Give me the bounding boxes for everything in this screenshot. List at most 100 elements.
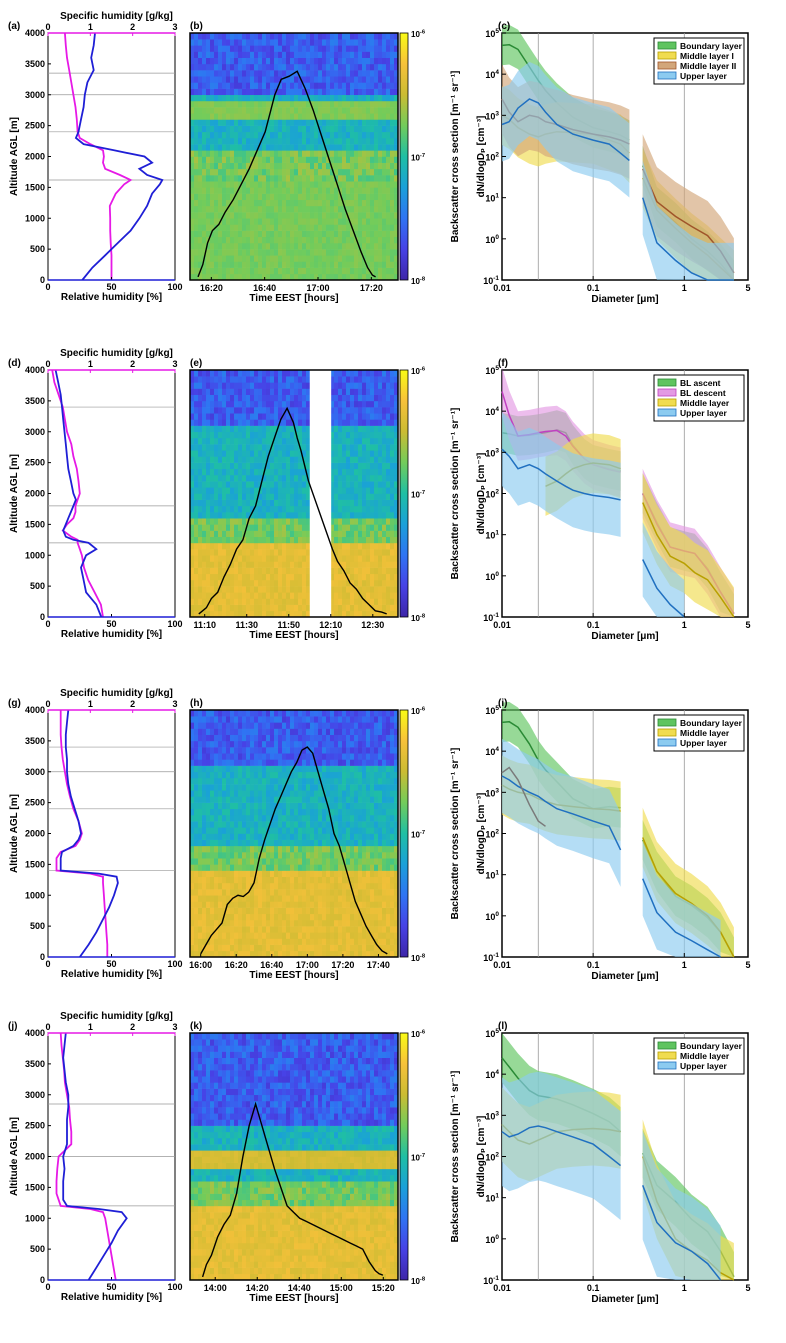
backscatter-cell [226,950,231,958]
backscatter-cell [294,249,299,256]
backscatter-cell [258,137,263,145]
backscatter-cell [318,224,323,231]
backscatter-cell [298,542,303,550]
backscatter-cell [250,407,255,414]
backscatter-cell [266,94,271,102]
backscatter-cell [258,255,263,262]
backscatter-cell [330,567,335,575]
backscatter-cell [346,456,351,463]
backscatter-cell [194,175,199,182]
backscatter-cell [366,33,371,40]
backscatter-cell [306,407,311,414]
backscatter-cell [390,168,395,176]
backscatter-cell [358,255,363,262]
backscatter-cell [206,889,211,896]
backscatter-cell [290,70,295,77]
backscatter-cell [210,512,215,519]
backscatter-cell [266,487,271,494]
backscatter-cell [286,474,291,482]
backscatter-cell [262,33,267,40]
backscatter-cell [294,181,299,188]
backscatter-cell [222,255,227,262]
backscatter-cell [210,82,215,89]
backscatter-cell [286,45,291,52]
backscatter-cell [210,181,215,188]
backscatter-cell [210,63,215,71]
backscatter-cell [198,45,203,52]
backscatter-cell [394,437,399,445]
backscatter-cell [358,524,363,531]
backscatter-cell [274,573,279,581]
backscatter-cell [198,63,203,71]
backscatter-cell [194,150,199,157]
backscatter-cell [222,530,227,538]
backscatter-cell [350,431,355,439]
backscatter-cell [306,107,311,114]
backscatter-cell [374,425,379,433]
backscatter-cell [262,193,267,201]
backscatter-cell [366,255,371,262]
backscatter-cell [378,261,383,268]
backscatter-cell [346,193,351,201]
backscatter-cell [238,487,243,494]
backscatter-cell [386,39,391,46]
backscatter-cell [358,530,363,538]
backscatter-cell [242,493,247,500]
backscatter-cell [390,162,395,170]
backscatter-cell [350,70,355,77]
backscatter-cell [382,462,387,470]
backscatter-cell [350,94,355,102]
diameter-tick-label: 0.1 [587,620,600,630]
backscatter-cell [226,858,231,865]
backscatter-cell [282,137,287,145]
backscatter-cell [370,493,375,500]
backscatter-cell [310,168,315,176]
backscatter-cell [202,205,207,213]
backscatter-cell [274,144,279,151]
backscatter-cell [230,150,235,157]
backscatter-cell [198,604,203,612]
backscatter-cell [386,579,391,587]
backscatter-cell [338,536,343,544]
backscatter-cell [298,51,303,58]
backscatter-cell [254,249,259,256]
backscatter-cell [366,144,371,151]
backscatter-cell [274,536,279,544]
backscatter-cell [214,901,219,908]
backscatter-cell [346,88,351,96]
backscatter-cell [278,462,283,470]
backscatter-cell [234,722,239,729]
backscatter-cell [382,610,387,618]
backscatter-cell [354,94,359,102]
backscatter-cell [366,407,371,414]
backscatter-cell [242,938,247,945]
backscatter-cell [286,63,291,71]
backscatter-cell [226,131,231,139]
backscatter-cell [190,51,195,58]
backscatter-cell [346,592,351,599]
backscatter-cell [386,242,391,250]
backscatter-cell [318,131,323,139]
backscatter-cell [242,858,247,865]
backscatter-cell [254,419,259,426]
backscatter-cell [386,512,391,519]
backscatter-cell [294,212,299,219]
backscatter-cell [362,82,367,89]
backscatter-cell [390,33,395,40]
backscatter-cell [322,249,327,256]
backscatter-cell [218,425,223,433]
backscatter-cell [210,205,215,213]
diameter-tick-label: 0.01 [493,283,511,293]
backscatter-cell [266,33,271,40]
backscatter-cell [318,175,323,182]
backscatter-cell [318,39,323,46]
backscatter-cell [346,450,351,457]
backscatter-cell [394,592,399,599]
backscatter-cell [226,790,231,797]
backscatter-cell [254,45,259,52]
backscatter-cell [262,437,267,445]
backscatter-cell [266,187,271,194]
backscatter-cell [246,462,251,470]
backscatter-cell [198,70,203,77]
